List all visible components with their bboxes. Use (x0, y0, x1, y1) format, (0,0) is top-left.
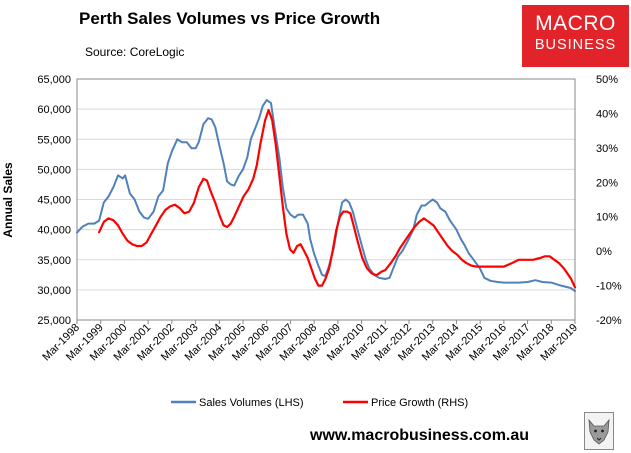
y-tick-label: 35,000 (37, 255, 71, 267)
y-tick-label: 30,000 (37, 285, 71, 297)
y-axis-label: Annual Sales (1, 162, 15, 238)
y-tick-label: 55,000 (37, 134, 71, 146)
y-axis-left: 25,000 30,000 35,000 40,000 45,000 50,000 55,0… (37, 74, 71, 327)
y-tick-label: 65,000 (37, 74, 71, 86)
legend: Sales Volumes (LHS) Price Growth (RHS) (171, 397, 468, 409)
y-tick-label: 45,000 (37, 195, 71, 207)
y2-tick-label: -10% (596, 281, 622, 293)
y2-tick-label: -20% (596, 315, 622, 327)
y2-tick-label: 10% (596, 212, 618, 224)
y2-tick-label: 20% (596, 177, 618, 189)
series-line-sales-volumes (76, 99, 576, 293)
legend-label-sales: Sales Volumes (LHS) (199, 397, 304, 409)
y2-tick-label: 50% (596, 74, 618, 86)
y2-tick-label: 30% (596, 143, 618, 155)
y-tick-label: 60,000 (37, 104, 71, 116)
plot-area (76, 78, 576, 321)
logo-line-2: BUSINESS (534, 37, 617, 53)
y-tick-label: 50,000 (37, 164, 71, 176)
legend-label-price: Price Growth (RHS) (371, 397, 468, 409)
gridlines (77, 108, 575, 291)
logo-line-1: MACRO (535, 12, 616, 35)
chart-title: Perth Sales Volumes vs Price Growth (79, 9, 381, 28)
y-tick-label: 25,000 (37, 315, 71, 327)
y2-tick-label: 0% (596, 246, 612, 258)
wolf-icon (584, 412, 614, 450)
website-url: www.macrobusiness.com.au (310, 427, 530, 444)
y-tick-label: 40,000 (37, 225, 71, 237)
x-axis: Mar-1998Mar-1999Mar-2000Mar-2001Mar-2002… (40, 320, 580, 363)
series-layer (76, 99, 577, 293)
macrobusiness-logo: MACRO BUSINESS (522, 5, 629, 67)
y2-tick-label: 40% (596, 108, 618, 120)
chart-source: Source: CoreLogic (85, 45, 185, 59)
y-axis-right: -20% -10% 0% 10% 20% 30% 40% 50% (596, 74, 622, 327)
series-line-price-growth (98, 108, 577, 289)
